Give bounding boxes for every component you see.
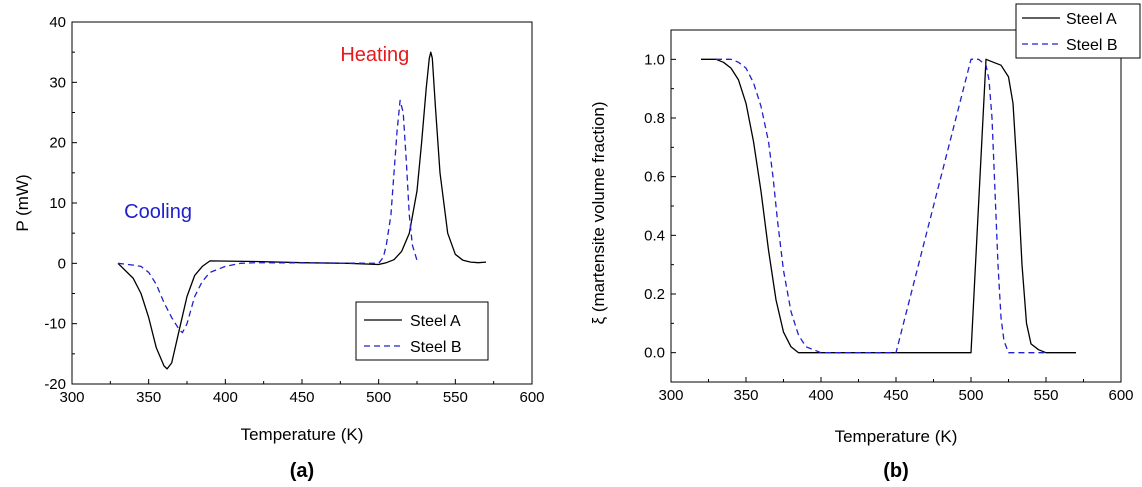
chart-b-x-tick-label: 600 bbox=[1108, 387, 1133, 404]
chart-a-annotation-cooling: Cooling bbox=[124, 201, 192, 223]
chart-b-series-steel-b bbox=[716, 58, 1046, 354]
chart-b-x-tick-label: 350 bbox=[733, 387, 758, 404]
chart-a-x-axis-label: Temperature (K) bbox=[241, 425, 364, 444]
chart-a-legend-box bbox=[355, 301, 489, 361]
chart-b-legend-label-steel-a: Steel A bbox=[1066, 11, 1117, 28]
chart-b-y-tick-label: 0.4 bbox=[644, 227, 665, 244]
chart-b-plot-frame bbox=[670, 29, 1122, 383]
chart-a-x-tick-label: 450 bbox=[289, 389, 314, 406]
chart-b-legend-label-steel-b: Steel B bbox=[1066, 37, 1118, 54]
chart-b-x-tick-label: 550 bbox=[1033, 387, 1058, 404]
chart-b-series-steel-a bbox=[701, 58, 1076, 354]
chart-a-y-tick-label: 0 bbox=[58, 255, 66, 272]
chart-a-panel-label: (a) bbox=[290, 460, 314, 482]
chart-a-legend: Steel A Steel B bbox=[355, 301, 489, 361]
chart-a: 300 350 400 450 500 550 600 -20 -10 0 10 20 30 40 Tem… bbox=[13, 14, 545, 482]
chart-a-series-steel-a bbox=[117, 51, 487, 370]
chart-a-x-tick-label: 350 bbox=[136, 389, 161, 406]
chart-a-series-steel-b bbox=[117, 99, 418, 334]
chart-b-x-axis-label: Temperature (K) bbox=[835, 427, 958, 446]
chart-a-y-tick-label: 40 bbox=[49, 14, 66, 31]
chart-b-x-tick-label: 450 bbox=[883, 387, 908, 404]
chart-b-x-tick-label: 300 bbox=[658, 387, 683, 404]
chart-b-legend-box bbox=[1015, 3, 1141, 59]
chart-b-y-tick-label: 0.0 bbox=[644, 345, 665, 362]
chart-a-x-tick-label: 400 bbox=[213, 389, 238, 406]
chart-a-x-tick-label: 500 bbox=[366, 389, 391, 406]
chart-a-x-tick-label: 300 bbox=[59, 389, 84, 406]
chart-b-x-tick-label: 400 bbox=[808, 387, 833, 404]
chart-b-y-tick-label: 1.0 bbox=[644, 51, 665, 68]
chart-a-y-tick-label: -10 bbox=[44, 316, 66, 333]
chart-a-y-tick-label: -20 bbox=[44, 376, 66, 393]
chart-a-legend-label-steel-b: Steel B bbox=[410, 339, 462, 356]
chart-a-legend-label-steel-a: Steel A bbox=[410, 313, 461, 330]
chart-b-y-tick-label: 0.2 bbox=[644, 286, 665, 303]
chart-a-y-tick-label: 10 bbox=[49, 195, 66, 212]
chart-b-y-tick-label: 0.6 bbox=[644, 169, 665, 186]
chart-a-x-tick-label: 600 bbox=[519, 389, 544, 406]
chart-b: 300 350 400 450 500 550 6000.00.20.40.60.81.0 … bbox=[589, 3, 1141, 482]
chart-a-plot-frame bbox=[71, 21, 533, 385]
chart-b-y-tick-label: 0.8 bbox=[644, 110, 665, 127]
chart-b-legend: Steel A Steel B bbox=[1015, 3, 1141, 59]
chart-b-y-axis-label: ξ (martensite volume fraction) bbox=[589, 101, 608, 324]
chart-a-y-tick-label: 30 bbox=[49, 74, 66, 91]
chart-b-x-tick-label: 500 bbox=[958, 387, 983, 404]
chart-a-x-tick-label: 550 bbox=[443, 389, 468, 406]
chart-a-y-axis-label: P (mW) bbox=[13, 174, 32, 231]
chart-a-y-tick-label: 20 bbox=[49, 135, 66, 152]
chart-a-annotation-heating: Heating bbox=[340, 44, 409, 66]
chart-b-panel-label: (b) bbox=[883, 460, 909, 482]
